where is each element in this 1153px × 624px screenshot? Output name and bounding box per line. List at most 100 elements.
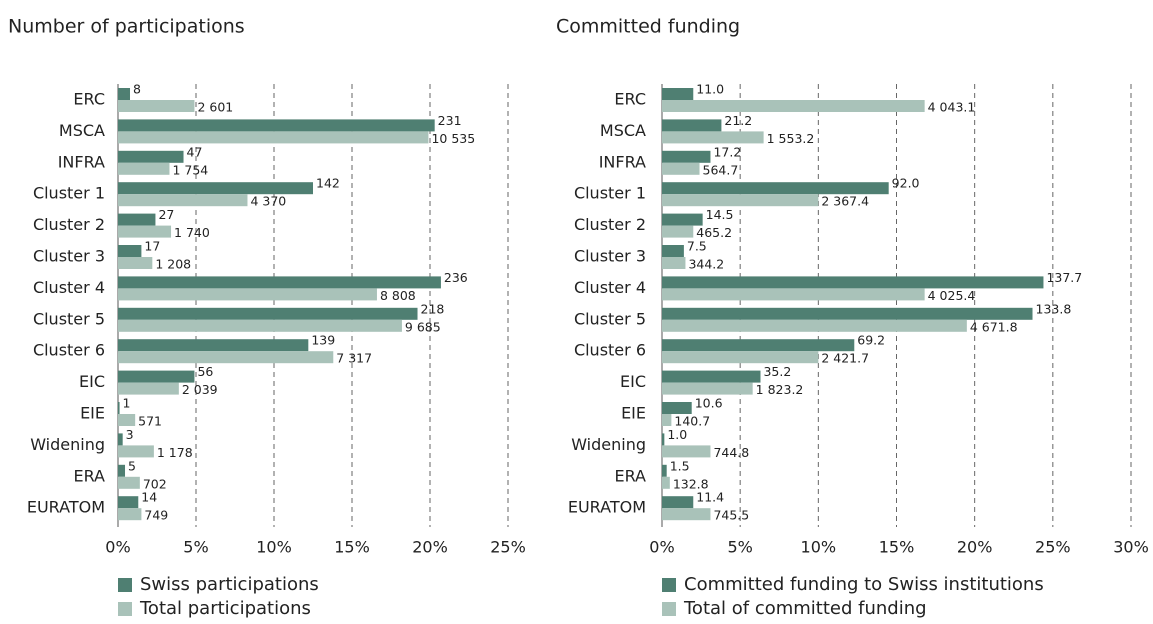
amount-label: 465.2 [696, 225, 732, 240]
bar [662, 288, 925, 301]
x-tick-label: 20% [412, 538, 448, 557]
amount-label: 1.0 [667, 427, 687, 442]
amount-label: 56 [197, 364, 213, 379]
bar [118, 257, 153, 269]
bar [118, 508, 142, 521]
bar [118, 182, 313, 195]
amount-label: 231 [438, 113, 462, 128]
amount-label: 3 [126, 427, 134, 442]
amount-label: 11.4 [696, 490, 724, 505]
amount-label: 2 039 [182, 382, 218, 397]
bar [662, 307, 1033, 320]
x-tick-label: 5% [727, 538, 752, 557]
amount-label: 8 [133, 82, 141, 97]
bar [662, 319, 967, 332]
bar [662, 150, 711, 163]
amount-label: 1 740 [174, 225, 210, 240]
x-tick-label: 0% [105, 538, 130, 557]
category-label: EURATOM [568, 498, 646, 517]
amount-label: 1 208 [155, 257, 191, 272]
category-label: Cluster 5 [574, 309, 646, 328]
bar [662, 402, 692, 414]
category-label: Cluster 2 [574, 215, 646, 234]
bar [662, 119, 722, 132]
category-label: INFRA [58, 152, 105, 171]
amount-label: 8 808 [380, 288, 416, 303]
bar [118, 276, 441, 289]
amount-label: 7.5 [687, 239, 707, 254]
bar [118, 382, 179, 395]
amount-label: 137.7 [1046, 270, 1082, 285]
amount-label: 2 421.7 [821, 351, 869, 366]
legend-swatch [118, 602, 132, 616]
bar [662, 225, 694, 238]
x-tick-label: 25% [1035, 538, 1071, 557]
bar [118, 464, 126, 477]
bar [118, 245, 142, 257]
bar [118, 339, 309, 352]
amount-label: 11.0 [696, 82, 724, 97]
category-label: Cluster 5 [33, 309, 105, 328]
amount-label: 27 [158, 207, 174, 222]
amount-label: 47 [187, 144, 203, 159]
x-tick-label: 30% [1113, 538, 1149, 557]
amount-label: 4 671.8 [970, 319, 1018, 334]
category-label: Cluster 6 [574, 341, 646, 360]
bar [118, 370, 195, 383]
category-label: EIC [79, 372, 105, 391]
amount-label: 2 367.4 [821, 194, 869, 209]
bar [118, 445, 154, 458]
category-label: ERC [614, 90, 646, 109]
bar [662, 445, 711, 458]
amount-label: 1.5 [670, 458, 690, 473]
category-label: EURATOM [27, 498, 105, 517]
amount-label: 17.2 [713, 144, 741, 159]
amount-label: 14.5 [706, 207, 734, 222]
bar [662, 131, 764, 144]
legend-label: Swiss participations [140, 574, 319, 595]
amount-label: 132.8 [673, 476, 709, 491]
amount-label: 10 535 [431, 131, 475, 146]
amount-label: 1 754 [172, 162, 208, 177]
bar [662, 88, 694, 100]
amount-label: 133.8 [1036, 301, 1072, 316]
category-label: Cluster 2 [33, 215, 105, 234]
bar [662, 245, 684, 257]
bar [662, 351, 819, 364]
amount-label: 21.2 [724, 113, 752, 128]
category-label: MSCA [600, 121, 646, 140]
category-label: Cluster 4 [574, 278, 646, 297]
category-label: Widening [30, 435, 105, 454]
amount-label: 745.5 [713, 508, 749, 523]
amount-label: 139 [311, 333, 335, 348]
bar [118, 307, 418, 320]
category-label: Widening [571, 435, 646, 454]
legend-label: Committed funding to Swiss institutions [684, 574, 1044, 595]
legend-swatch [118, 578, 132, 592]
x-tick-label: 25% [490, 538, 526, 557]
bar [662, 276, 1044, 289]
amount-label: 140.7 [674, 414, 710, 429]
bar [118, 414, 136, 426]
amount-label: 1 178 [157, 445, 193, 460]
category-label: Cluster 4 [33, 278, 105, 297]
bar [118, 88, 131, 100]
x-tick-label: 20% [957, 538, 993, 557]
amount-label: 702 [143, 476, 167, 491]
amount-label: 1 [123, 396, 131, 411]
x-tick-label: 15% [334, 538, 370, 557]
bar [118, 100, 195, 112]
x-tick-label: 5% [183, 538, 208, 557]
amount-label: 4 043.1 [928, 100, 976, 115]
category-label: MSCA [59, 121, 105, 140]
x-tick-label: 10% [256, 538, 292, 557]
bar [118, 351, 334, 364]
legend-swatch [662, 602, 676, 616]
bar [662, 414, 672, 426]
amount-label: 17 [144, 239, 160, 254]
category-label: EIE [80, 404, 105, 423]
bar [662, 496, 694, 509]
bar [118, 162, 170, 175]
category-label: EIC [620, 372, 646, 391]
